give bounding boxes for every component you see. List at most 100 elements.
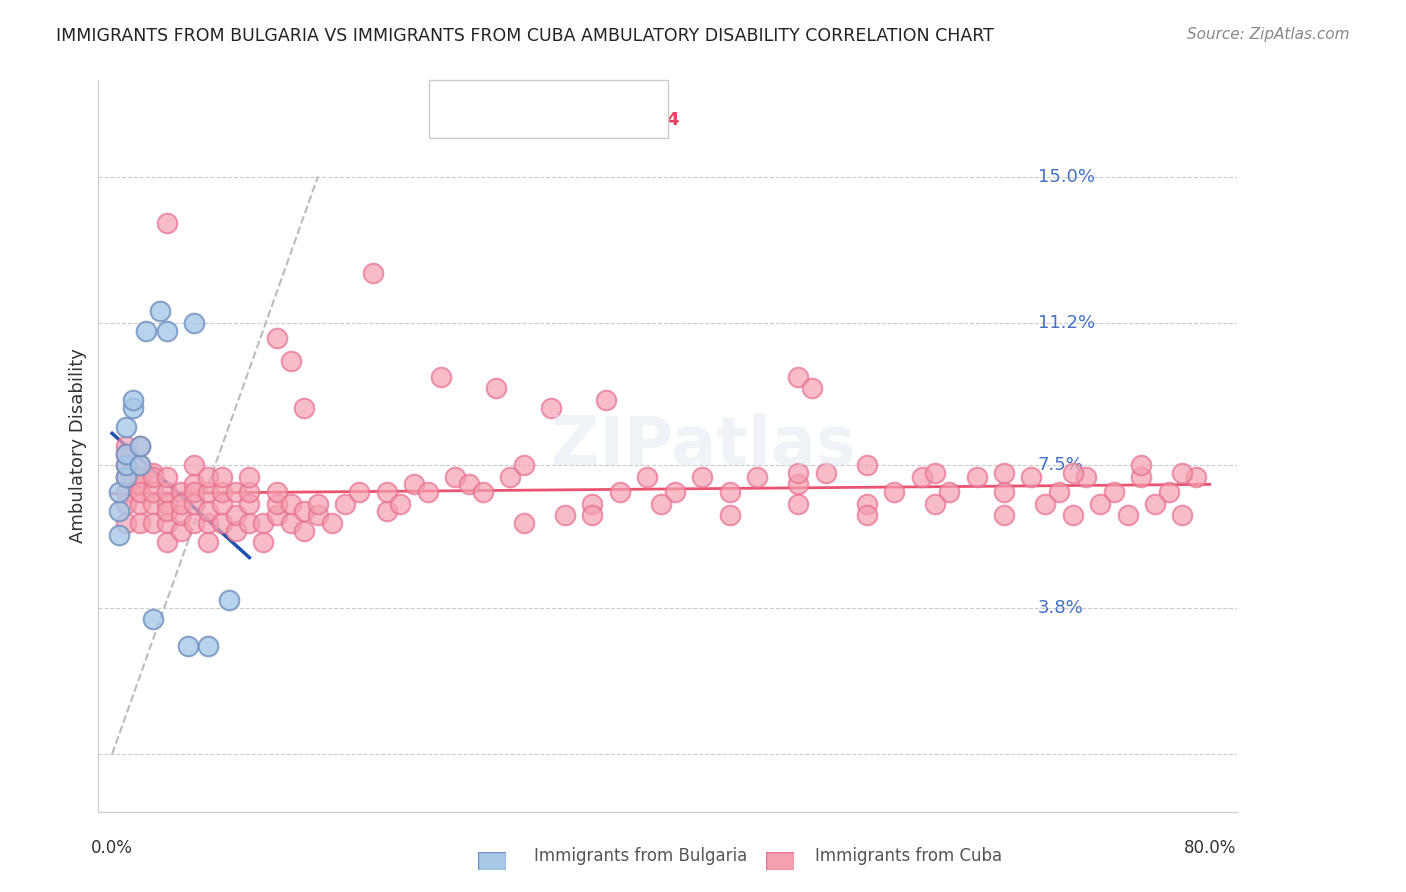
Point	[800, 381, 823, 395]
Point	[211, 516, 233, 530]
Point	[108, 485, 131, 500]
Point	[1102, 485, 1125, 500]
Point	[115, 458, 138, 473]
Point	[595, 392, 617, 407]
Point	[856, 497, 879, 511]
Point	[375, 485, 398, 500]
Point	[115, 419, 138, 434]
Point	[211, 485, 233, 500]
Point	[993, 466, 1015, 480]
Point	[787, 497, 810, 511]
Point	[745, 470, 768, 484]
Point	[609, 485, 631, 500]
Point	[183, 497, 205, 511]
Point	[225, 508, 247, 523]
Point	[183, 477, 205, 491]
Text: 0.342: 0.342	[541, 85, 598, 103]
Point	[1021, 470, 1043, 484]
Point	[170, 508, 193, 523]
Point	[115, 470, 138, 484]
Point	[108, 504, 131, 518]
Point	[966, 470, 988, 484]
Point	[856, 458, 879, 473]
Point	[430, 369, 453, 384]
Point	[149, 304, 172, 318]
Point	[238, 485, 260, 500]
Point	[183, 458, 205, 473]
Point	[335, 497, 357, 511]
Point	[1076, 470, 1098, 484]
Point	[238, 470, 260, 484]
Point	[197, 470, 219, 484]
Text: N =: N =	[598, 112, 637, 129]
Point	[499, 470, 522, 484]
Point	[1185, 470, 1208, 484]
Point	[402, 477, 425, 491]
Point	[471, 485, 494, 500]
Text: 0.0%: 0.0%	[91, 838, 134, 856]
Point	[156, 324, 179, 338]
Text: 124: 124	[643, 112, 681, 129]
Point	[650, 497, 672, 511]
Point	[787, 477, 810, 491]
Point	[540, 401, 562, 415]
Point	[1130, 458, 1153, 473]
Point	[128, 516, 150, 530]
Point	[993, 508, 1015, 523]
Point	[814, 466, 837, 480]
Point	[156, 504, 179, 518]
Text: R =: R =	[492, 85, 531, 103]
Point	[183, 516, 205, 530]
Point	[1047, 485, 1070, 500]
Point	[142, 485, 165, 500]
Text: Immigrants from Cuba: Immigrants from Cuba	[815, 847, 1002, 865]
Text: 0.140: 0.140	[541, 112, 598, 129]
Point	[485, 381, 508, 395]
Point	[266, 485, 288, 500]
Point	[718, 485, 741, 500]
Point	[115, 497, 138, 511]
Point	[1157, 485, 1180, 500]
Text: IMMIGRANTS FROM BULGARIA VS IMMIGRANTS FROM CUBA AMBULATORY DISABILITY CORRELATI: IMMIGRANTS FROM BULGARIA VS IMMIGRANTS F…	[56, 27, 994, 45]
Point	[218, 593, 240, 607]
Point	[444, 470, 467, 484]
Point	[128, 458, 150, 473]
Point	[457, 477, 479, 491]
Text: N =: N =	[598, 85, 637, 103]
Point	[266, 331, 288, 345]
Point	[993, 485, 1015, 500]
Point	[156, 516, 179, 530]
Point	[280, 354, 302, 368]
Point	[128, 477, 150, 491]
Text: 80.0%: 80.0%	[1184, 838, 1236, 856]
Point	[1143, 497, 1166, 511]
Point	[142, 470, 165, 484]
Point	[197, 535, 219, 549]
Point	[156, 485, 179, 500]
Point	[389, 497, 412, 511]
Point	[1088, 497, 1111, 511]
Point	[347, 485, 370, 500]
Point	[292, 504, 315, 518]
Point	[142, 612, 165, 626]
Point	[128, 497, 150, 511]
Point	[156, 470, 179, 484]
Point	[211, 497, 233, 511]
Point	[266, 508, 288, 523]
Point	[718, 508, 741, 523]
Text: 7.5%: 7.5%	[1038, 456, 1084, 475]
Point	[115, 447, 138, 461]
Point	[938, 485, 960, 500]
Point	[225, 485, 247, 500]
Point	[170, 497, 193, 511]
Point	[197, 516, 219, 530]
Point	[1171, 466, 1194, 480]
Point	[170, 485, 193, 500]
Point	[128, 485, 150, 500]
Text: Source: ZipAtlas.com: Source: ZipAtlas.com	[1187, 27, 1350, 42]
Point	[197, 504, 219, 518]
Point	[664, 485, 686, 500]
Point	[581, 497, 603, 511]
Point	[108, 527, 131, 541]
Point	[238, 516, 260, 530]
